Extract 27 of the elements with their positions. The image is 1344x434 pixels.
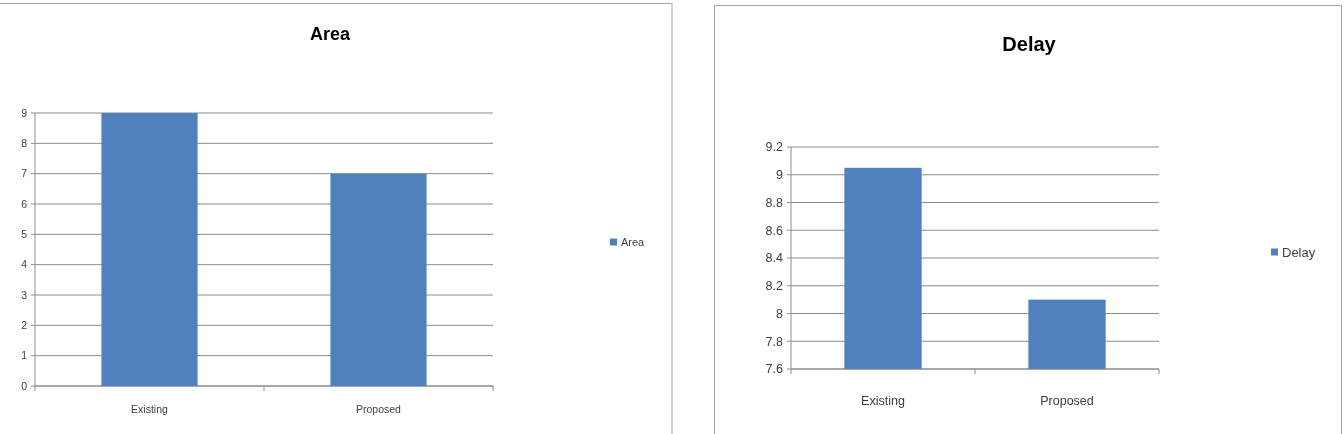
y-tick-label: 2 [21,319,28,332]
y-tick-label: 6 [21,197,28,210]
y-tick-label: 8.4 [765,251,784,266]
x-tick-label: Existing [861,394,905,408]
y-tick-label: 8.2 [765,279,784,294]
y-tick-label: 7.6 [765,362,784,377]
y-tick-label: 8 [776,306,784,321]
chart-title: Area [309,24,351,44]
legend-label: Area [621,235,646,248]
chart-title: Delay [1002,33,1057,55]
x-tick-label: Proposed [356,403,402,415]
y-tick-label: 3 [21,288,28,301]
y-tick-label: 7.8 [765,334,784,349]
y-tick-label: 9 [21,106,28,119]
y-tick-label: 4 [21,258,28,271]
x-tick-label: Proposed [1040,394,1094,408]
y-tick-label: 5 [21,228,28,241]
y-tick-label: 8.8 [765,195,784,210]
y-tick-label: 0 [21,379,28,392]
legend-label: Delay [1282,244,1316,260]
y-tick-label: 7 [21,167,28,180]
y-tick-label: 9 [776,168,784,183]
x-tick-label: Existing [131,403,169,415]
y-tick-label: 1 [21,349,28,362]
y-tick-label: 8 [21,137,28,150]
y-tick-label: 9.2 [765,140,784,155]
y-tick-label: 8.6 [765,223,784,238]
